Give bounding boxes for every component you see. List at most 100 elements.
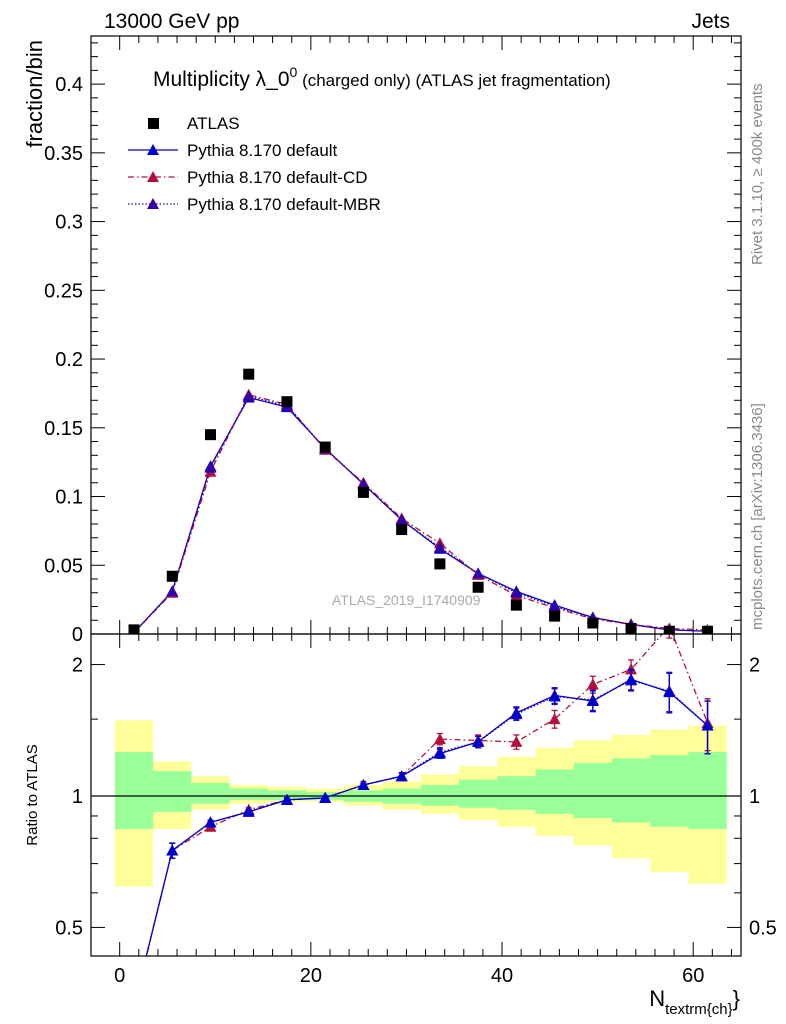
legend-entry-atlas: ATLAS [148, 114, 240, 133]
legend-entry-default-cd: Pythia 8.170 default-CD [128, 168, 368, 187]
main-0-data-point [625, 623, 637, 634]
ratio-0-data-point [395, 770, 408, 782]
title-rest: (charged only) (ATLAS jet fragmentation) [297, 71, 610, 90]
ratio-y-axis-label: Ratio to ATLAS [24, 744, 41, 845]
main-axis-layer: 0 0.05 0.1 0.15 0.2 0.25 0.3 0.35 0.4 [44, 36, 741, 646]
ratio-x-tick-label: 60 [682, 965, 704, 987]
ratio-0-data-point [166, 844, 179, 856]
main-0-data-point [357, 486, 369, 498]
ratio-panel: 0.5 0.51 12 20 20 40 60 Ratio to ATLAS Ntextrm… [24, 633, 777, 1018]
mcplots-label: mcplots.cern.ch [arXiv:1306.3436] [749, 403, 766, 630]
ratio-1-series-line [145, 634, 709, 956]
main-0-data-point [319, 441, 331, 453]
main-plot-title: Multiplicity λ_00 (charged only) (ATLAS … [153, 64, 611, 91]
ratio-0-data-point [433, 747, 446, 759]
uncertainty-band-green [573, 763, 612, 819]
ratio-1-data-point [548, 713, 561, 725]
main-3-data-point [395, 513, 408, 525]
header-jets-label: Jets [691, 10, 730, 33]
ratio-x-tick-label: 20 [300, 965, 322, 987]
main-3-data-point [472, 567, 485, 579]
main-0-data-point [396, 524, 408, 536]
ratio-0-data-point [510, 706, 523, 718]
ratio-0-data-point [701, 719, 714, 731]
ratio-1-data-point [128, 1000, 140, 1011]
main-0-data-point [204, 429, 216, 441]
main-y-tick-label: 0.15 [44, 418, 83, 440]
ratio-y-tick-label: 1 [72, 786, 83, 808]
ratio-x-tick-label: 40 [491, 965, 513, 987]
ratio-0-data-point [357, 778, 370, 790]
ratio-1-data-point [433, 733, 446, 745]
uncertainty-band-green [611, 758, 651, 823]
legend: ATLAS Pythia 8.170 default Pythia 8.170 … [128, 114, 381, 214]
legend-marker-default-mbr [147, 198, 159, 209]
legend-marker-default-cd [147, 171, 159, 182]
main-y-tick-label: 0.35 [44, 143, 83, 165]
main-y-tick-label: 0.4 [55, 74, 83, 96]
legend-marker-default [147, 144, 159, 155]
ratio-x-axis-label: Ntextrm{ch}} [649, 986, 740, 1018]
main-y-tick-label: 0.3 [55, 212, 83, 234]
ratio-0-data-point [625, 673, 638, 685]
legend-label-default: Pythia 8.170 default [187, 141, 338, 160]
main-0-data-point [510, 599, 522, 611]
ratio-0-data-point [204, 816, 217, 828]
uncertainty-band-green [229, 788, 268, 800]
uncertainty-band-green [497, 776, 536, 810]
ratio-y-tick-label-right: 1 [749, 786, 760, 808]
ratio-plot-layer [91, 634, 741, 1011]
main-0-data-point [128, 624, 140, 634]
main-y-tick-label: 0.05 [44, 555, 83, 577]
ratio-2-data-point [128, 1000, 140, 1011]
analysis-watermark: ATLAS_2019_I1740909 [332, 592, 481, 608]
legend-entry-default: Pythia 8.170 default [128, 141, 338, 160]
ratio-0-data-point [242, 805, 255, 817]
main-0-data-point [587, 617, 599, 629]
title-superscript: 0 [290, 64, 298, 80]
ratio-y-tick-label-right: 2 [749, 655, 760, 677]
main-0-data-point [281, 396, 293, 408]
main-3-data-point [242, 390, 255, 402]
ratio-1-data-point [586, 678, 599, 690]
ratio-plot-frame [90, 633, 742, 957]
main-3-data-point [166, 585, 179, 597]
ratio-0-data-point [472, 735, 485, 747]
ratio-0-data-point [548, 689, 561, 701]
main-3-series-line [133, 395, 708, 634]
main-3-data-point [510, 586, 523, 598]
main-3-data-point [204, 461, 217, 473]
uncertainty-band-green [459, 779, 498, 808]
ratio-0-data-point [663, 686, 676, 698]
main-y-tick-label: 0 [72, 624, 83, 646]
main-0-data-point [472, 581, 484, 593]
main-panel: 0 0.05 0.1 0.15 0.2 0.25 0.3 0.35 0.4 fraction/b… [22, 35, 742, 646]
main-plot-layer [128, 368, 714, 634]
uncertainty-band-green [191, 783, 230, 804]
main-3-data-point [433, 541, 446, 553]
main-0-data-point [663, 625, 675, 634]
ratio-y-tick-label: 2 [72, 655, 83, 677]
ratio-y-tick-label-right: 0.5 [749, 917, 777, 939]
legend-entry-default-mbr: Pythia 8.170 default-MBR [128, 195, 381, 214]
ratio-axis-layer: 0.5 0.51 12 20 20 40 60 [55, 634, 777, 987]
main-y-tick-label: 0.25 [44, 280, 83, 302]
ratio-y-tick-label: 0.5 [55, 917, 83, 939]
main-3-data-point [357, 478, 370, 490]
ratio-1-data-point [510, 735, 523, 747]
x-label-brace: } [733, 986, 740, 1011]
main-y-axis-label: fraction/bin [22, 40, 47, 148]
rivet-version-label: Rivet 3.1.10, ≥ 400k events [749, 83, 766, 265]
uncertainty-band-green [153, 771, 192, 812]
main-0-data-point [434, 558, 446, 570]
ratio-0-data-point [128, 1000, 140, 1011]
uncertainty-band-green [535, 769, 574, 814]
main-y-tick-label: 0.1 [55, 487, 83, 509]
x-label-main: N [649, 986, 665, 1011]
main-0-data-point [549, 610, 561, 622]
uncertainty-band-green [650, 755, 689, 827]
uncertainty-band-green [114, 752, 154, 830]
header-energy-label: 13000 GeV pp [104, 10, 239, 33]
main-0-data-point [702, 625, 714, 634]
